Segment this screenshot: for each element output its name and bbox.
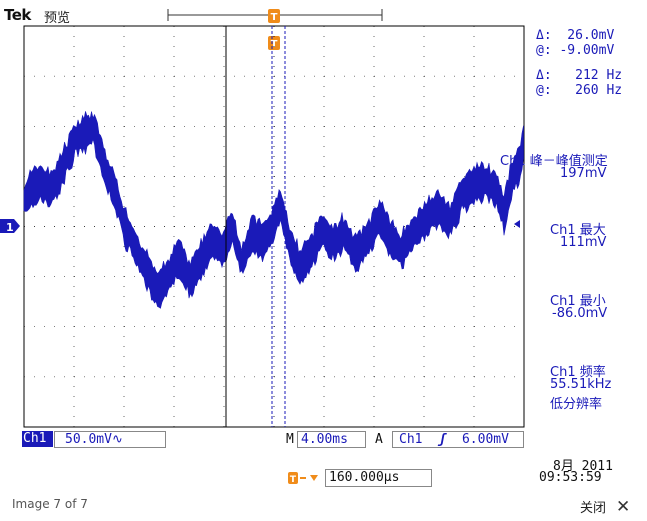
close-button[interactable]: 关闭 ✕ [580, 497, 630, 517]
measurement-peak-to-peak-value: 197mV [560, 166, 607, 181]
trigger-offset-value[interactable]: 160.000μs [325, 469, 432, 487]
trigger-offset-icon: T [288, 472, 318, 485]
frequency-at-readout: @: 260 Hz [536, 83, 623, 98]
close-icon: ✕ [616, 497, 631, 517]
date-readout: 8月 2011 [553, 459, 613, 474]
measurement-frequency-resolution: 低分辨率 [550, 397, 603, 412]
tek-logo: Tek [4, 6, 31, 24]
trigger-marker-top-label: T [271, 12, 278, 23]
vertical-scale[interactable]: 50.0mV∿ [54, 431, 166, 448]
waveform-envelope [23, 111, 524, 309]
measurement-peak-to-peak-label: Ch1 峰－峰值测定 [500, 154, 608, 169]
time-readout: 09:53:59 [539, 470, 602, 485]
trigger-level-marker[interactable] [514, 220, 520, 228]
trigger-channel: Ch1 [399, 432, 423, 447]
image-counter: Image 7 of 7 [12, 497, 88, 511]
channel-1-waveform [23, 111, 524, 309]
measurement-min-label: Ch1 最小 [550, 294, 606, 309]
measurement-max-value: 111mV [560, 235, 607, 250]
timebase-value[interactable]: 4.00ms [297, 431, 366, 448]
channel-1-ground-marker[interactable]: 1 [0, 219, 20, 234]
trigger-marker-lower-label: T [271, 39, 278, 50]
trigger-position-marker-lower[interactable]: T [268, 36, 280, 50]
preview-mode-label: 预览 [44, 11, 71, 26]
frequency-delta-readout: Δ: 212 Hz [536, 68, 623, 83]
channel-1-indicator[interactable]: Ch1 [22, 431, 53, 447]
rising-edge-icon: ʃ [438, 432, 447, 447]
trigger-offset-icon-label: T [290, 475, 297, 485]
timebase-prefix: M [286, 432, 294, 447]
measurement-max-label: Ch1 最大 [550, 223, 606, 238]
trigger-position-marker[interactable]: T [268, 9, 280, 23]
close-label: 关闭 [580, 501, 607, 516]
amplitude-delta-readout: Δ: 26.0mV [536, 28, 615, 43]
trigger-settings[interactable]: Ch1 ʃ 6.00mV [392, 431, 524, 448]
amplitude-at-readout: @: -9.00mV [536, 43, 615, 58]
trigger-level: 6.00mV [461, 432, 509, 447]
measurement-frequency-label: Ch1 频率 [550, 365, 606, 380]
channel-1-ground-label: 1 [6, 221, 14, 234]
acquisition-mode: A [375, 432, 383, 447]
measurement-min-value: -86.0mV [552, 306, 608, 321]
measurement-frequency-value: 55.51kHz [550, 377, 612, 392]
